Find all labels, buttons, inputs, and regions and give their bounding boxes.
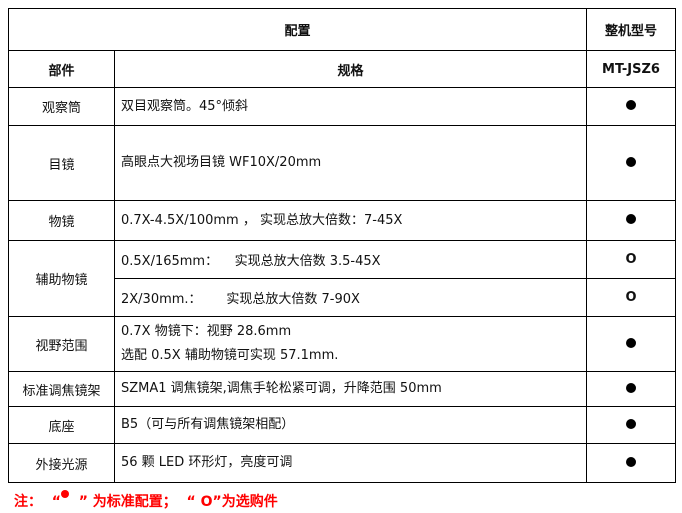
part-cell: 外接光源 [8,443,115,483]
spec-cell: 高眼点大视场目镜 WF10X/20mm [114,125,587,201]
spec-line: B5（可与所有调焦镜架相配） [121,417,295,432]
mark-cell [586,125,676,201]
spec-header: 规格 [114,50,587,88]
spec-cell: SZMA1 调焦镜架,调焦手轮松紧可调，升降范围 50mm [114,371,587,407]
part-cell: 标准调焦镜架 [8,371,115,407]
spec-line: SZMA1 调焦镜架,调焦手轮松紧可调，升降范围 50mm [121,381,442,396]
spec-cell: 0.5X/165mm： 实现总放大倍数 3.5-45X [114,240,587,279]
model-group-header: 整机型号 [586,8,676,51]
table-row: 底座 B5（可与所有调焦镜架相配） [8,406,676,444]
table-row: 标准调焦镜架 SZMA1 调焦镜架,调焦手轮松紧可调，升降范围 50mm [8,371,676,407]
mark-cell [586,200,676,241]
spec-line: 选配 0.5X 辅助物镜可实现 57.1mm. [121,348,339,363]
mark-cell: O [586,240,676,279]
table-row: 视野范围 0.7X 物镜下：视野 28.6mm 选配 0.5X 辅助物镜可实现 57… [8,316,676,372]
spec-line: 56 颗 LED 环形灯，亮度可调 [121,455,293,470]
legend-note: 注： “ ” 为标准配置； “ O”为选购件 [14,490,278,511]
optional-mark: O [625,290,637,305]
mark-cell [586,87,676,126]
standard-dot-icon [626,456,636,467]
table-row: 目镜 高眼点大视场目镜 WF10X/20mm [8,125,676,201]
spec-cell: 0.7X-4.5X/100mm ， 实现总放大倍数：7-45X [114,200,587,241]
optional-mark: O [625,252,637,267]
part-cell: 底座 [8,406,115,444]
part-cell: 物镜 [8,200,115,241]
config-table: 配置 整机型号 部件 规格 MT-JSZ6 观察筒 双目观察筒。45°倾斜 目镜 高眼… [8,8,676,483]
standard-dot-icon [626,100,636,110]
note-text: ” 为标准配置； “ O”为选购件 [68,494,278,510]
mark-cell [586,443,676,483]
spec-line: 0.7X-4.5X/100mm ， 实现总放大倍数：7-45X [121,212,403,228]
table-row: 外接光源 56 颗 LED 环形灯，亮度可调 [8,443,676,483]
spec-cell: B5（可与所有调焦镜架相配） [114,406,587,444]
mark-cell [586,406,676,444]
config-header: 配置 [8,8,587,51]
standard-dot-icon [60,490,69,498]
mark-cell: O [586,278,676,317]
spec-cell: 双目观察筒。45°倾斜 [114,87,587,126]
spec-cell: 56 颗 LED 环形灯，亮度可调 [114,443,587,483]
table-row: 2X/30mm.： 实现总放大倍数 7-90X O [9,278,676,317]
standard-dot-icon [626,214,636,224]
part-cell: 观察筒 [8,87,115,126]
spec-line: 高眼点大视场目镜 WF10X/20mm [121,155,322,170]
table-row: 观察筒 双目观察筒。45°倾斜 [8,87,676,126]
model-header: MT-JSZ6 [586,50,676,88]
spec-line: 0.7X 物镜下：视野 28.6mm [121,324,292,339]
part-cell: 目镜 [8,125,115,201]
mark-cell [586,371,676,407]
standard-dot-icon [626,337,636,348]
spec-cell: 2X/30mm.： 实现总放大倍数 7-90X [114,278,587,317]
standard-dot-icon [626,418,636,429]
table-row: 辅助物镜 0.5X/165mm： 实现总放大倍数 3.5-45X O [8,240,676,317]
part-cell: 视野范围 [8,316,115,372]
part-cell: 辅助物镜 [8,240,115,317]
note-prefix: 注： “ [14,494,61,510]
spec-cell: 0.7X 物镜下：视野 28.6mm 选配 0.5X 辅助物镜可实现 57.1mm… [114,316,587,372]
standard-dot-icon [626,382,636,393]
spec-line: 双目观察筒。45°倾斜 [121,98,249,114]
part-header: 部件 [8,50,115,88]
standard-dot-icon [626,156,636,167]
table-row: 物镜 0.7X-4.5X/100mm ， 实现总放大倍数：7-45X [8,200,676,241]
mark-cell [586,316,676,372]
